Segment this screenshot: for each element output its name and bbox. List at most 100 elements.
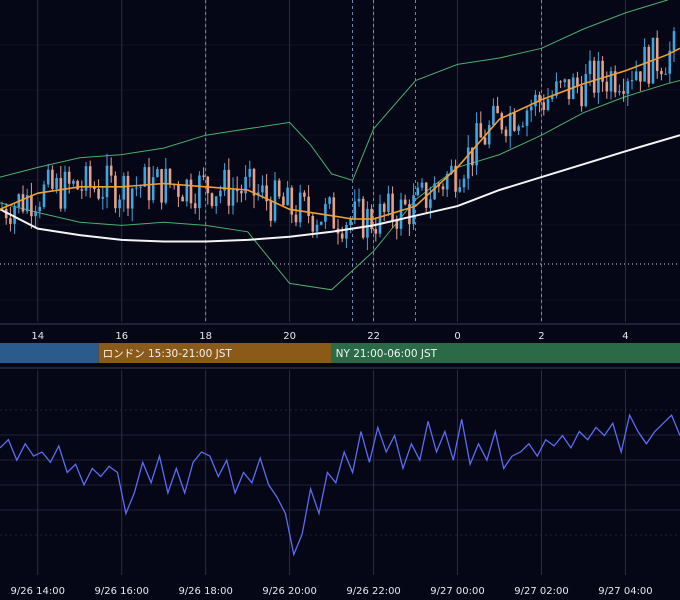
candle-down — [109, 165, 113, 176]
candle-down — [189, 179, 193, 204]
candle-up — [433, 183, 436, 200]
bollinger-bands — [0, 0, 680, 291]
price-x-tick-label: 4 — [622, 331, 628, 342]
price-x-tick-label: 16 — [115, 331, 128, 342]
candle-down — [471, 147, 474, 166]
candle-down — [483, 137, 487, 145]
oscillator-panel[interactable] — [0, 370, 680, 575]
candle-up — [42, 184, 46, 207]
candle-up — [122, 175, 126, 200]
candle-down — [374, 229, 378, 234]
candle-up — [618, 91, 621, 93]
short-moving-average-line — [0, 47, 680, 220]
candle-down — [592, 60, 596, 93]
price-x-tick-label: 22 — [367, 331, 380, 342]
price-x-tick-label: 14 — [31, 331, 44, 342]
candle-down — [51, 169, 54, 189]
candle-up — [130, 188, 134, 209]
session-label: ロンドン 15:30-21:00 JST — [103, 348, 233, 360]
candle-down — [613, 71, 617, 93]
candle-down — [177, 184, 180, 197]
candle-up — [550, 95, 554, 100]
candle-up — [244, 176, 247, 194]
oscillator-x-axis: 9/26 14:00 9/26 16:00 9/26 18:00 9/26 20:00… — [11, 586, 653, 597]
candle-up — [525, 110, 529, 126]
candle-up — [487, 125, 491, 145]
candle-down — [395, 220, 399, 229]
session-segment — [98, 343, 332, 363]
candle-up — [664, 73, 667, 75]
oscillator-x-tick-label: 9/26 16:00 — [95, 586, 149, 597]
oscillator-x-tick-label: 9/26 22:00 — [346, 586, 400, 597]
price-x-tick-label: 20 — [283, 331, 296, 342]
candle-up — [399, 199, 403, 229]
candle-up — [156, 169, 159, 178]
candle-up — [63, 171, 67, 209]
candle-up — [630, 80, 634, 82]
candle-down — [160, 169, 163, 203]
candle-up — [46, 169, 50, 185]
candle-down — [67, 171, 71, 184]
candle-down — [403, 199, 407, 205]
candle-up — [248, 168, 252, 177]
oscillator-line — [0, 413, 680, 557]
candle-up — [366, 208, 369, 238]
candle-up — [588, 60, 592, 74]
candle-up — [378, 203, 382, 234]
candle-down — [660, 70, 663, 75]
candle-up — [101, 197, 105, 199]
session-label: NY 21:00-06:00 JST — [336, 348, 438, 360]
oscillator-x-tick-label: 9/26 18:00 — [178, 586, 232, 597]
candle-up — [529, 106, 533, 111]
candle-up — [84, 166, 88, 191]
candle-down — [265, 185, 268, 202]
price-panel[interactable] — [0, 0, 680, 322]
oscillator-x-tick-label: 9/27 02:00 — [514, 586, 568, 597]
candle-down — [576, 77, 579, 87]
candle-up — [597, 60, 600, 93]
candle-up — [458, 187, 462, 192]
candle-down — [500, 113, 504, 130]
bollinger-lower-line — [0, 80, 680, 291]
candle-down — [332, 197, 336, 229]
candle-down — [181, 196, 184, 202]
price-x-axis: 14 16 18 20 22 0 2 4 — [31, 331, 628, 342]
candle-up — [508, 112, 512, 137]
candle-down — [303, 192, 306, 197]
candle-up — [412, 195, 415, 225]
candle-up — [198, 175, 201, 209]
oscillator-grid — [0, 370, 680, 575]
candle-down — [114, 175, 117, 209]
candle-up — [634, 71, 638, 81]
candle-down — [88, 166, 92, 187]
candle-up — [72, 180, 75, 184]
oscillator-x-tick-label: 9/26 14:00 — [11, 586, 65, 597]
candle-down — [277, 180, 281, 197]
candle-up — [563, 79, 567, 83]
candle-down — [21, 194, 25, 212]
candle-down — [30, 194, 33, 217]
candle-up — [231, 188, 235, 206]
candle-up — [223, 169, 226, 191]
candle-down — [655, 37, 659, 71]
candle-down — [647, 46, 651, 84]
candle-up — [273, 180, 277, 221]
candle-down — [496, 105, 499, 114]
candle-down — [538, 94, 541, 103]
candle-up — [609, 71, 613, 92]
candle-down — [307, 196, 310, 216]
oscillator-series — [0, 413, 680, 557]
candle-up — [185, 179, 189, 202]
candle-down — [294, 214, 298, 223]
candle-down — [580, 86, 583, 107]
candle-down — [193, 203, 197, 209]
oscillator-x-tick-label: 9/27 04:00 — [598, 586, 652, 597]
long-moving-average-line — [0, 134, 680, 243]
candle-up — [416, 187, 420, 196]
candle-down — [639, 71, 642, 82]
candle-up — [445, 173, 449, 190]
candle-up — [38, 206, 42, 212]
candle-down — [513, 112, 516, 131]
candle-up — [626, 81, 630, 94]
